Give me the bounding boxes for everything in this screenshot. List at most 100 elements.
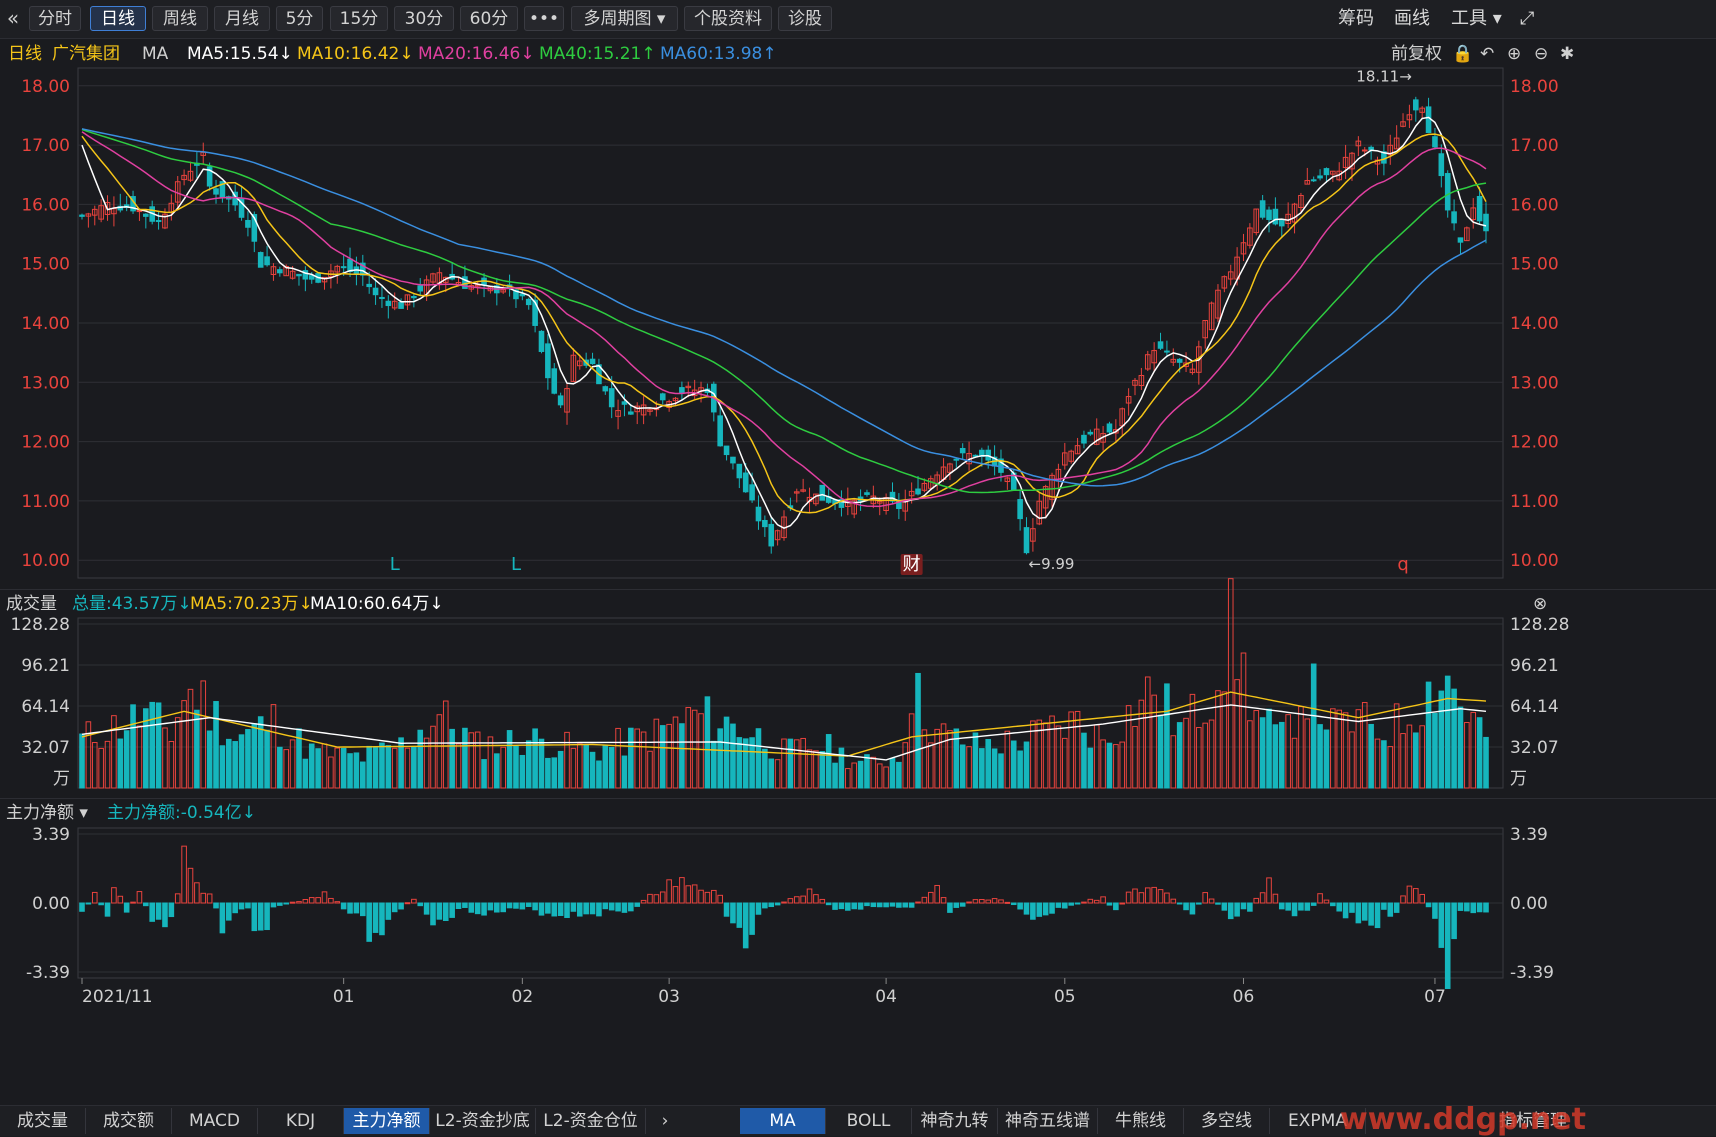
tab-daily[interactable]: 日线 xyxy=(90,6,146,31)
flow-bar xyxy=(1151,886,1157,904)
flow-bar xyxy=(194,882,200,904)
flow-bar xyxy=(1138,892,1145,904)
flow-bar xyxy=(130,901,136,904)
flow-bar xyxy=(1266,877,1272,904)
tab-long-short[interactable]: 多空线 xyxy=(1184,1108,1270,1134)
flow-bar xyxy=(1017,902,1023,910)
candle-body xyxy=(1138,375,1145,387)
tabs-next-icon[interactable]: › xyxy=(661,1111,669,1131)
candle-body xyxy=(723,445,730,456)
candle-body xyxy=(1425,106,1432,134)
flow-bar xyxy=(1381,902,1387,910)
volume-bar xyxy=(1272,724,1279,789)
close-volume-icon[interactable]: ⊗ xyxy=(1533,594,1548,614)
candle-body xyxy=(1176,358,1183,363)
flow-bar xyxy=(1464,902,1470,912)
candle-body xyxy=(1132,379,1138,386)
volume-bar xyxy=(647,750,653,789)
tools-dropdown[interactable]: 工具 ▾ xyxy=(1451,8,1502,29)
tab-magic-nine[interactable]: 神奇九转 xyxy=(912,1108,998,1134)
candle-body xyxy=(462,276,468,289)
candle-body xyxy=(264,256,270,266)
volume-title[interactable]: 成交量 xyxy=(6,594,57,614)
tab-turnover[interactable]: 成交额 xyxy=(86,1108,172,1134)
flow-title-dropdown[interactable]: 主力净额 ▾ xyxy=(6,803,88,823)
tab-kdj[interactable]: KDJ xyxy=(258,1108,344,1134)
volume-bar xyxy=(449,728,455,789)
tab-30min[interactable]: 30分 xyxy=(394,6,454,31)
tab-ma[interactable]: MA xyxy=(740,1108,826,1134)
tab-l2-bottom[interactable]: L2-资金抄底 xyxy=(430,1108,536,1134)
flow-bar xyxy=(583,902,589,915)
candle-body xyxy=(532,299,538,326)
ma60-line xyxy=(81,128,1487,487)
candle-body xyxy=(257,252,264,268)
stock-profile-button[interactable]: 个股资料 xyxy=(684,6,772,31)
ma20-line xyxy=(81,131,1487,508)
draw-button[interactable]: 画线 xyxy=(1394,8,1430,29)
volume-ma5: MA5:70.23万↓ xyxy=(190,594,313,614)
tab-fenshi[interactable]: 分时 xyxy=(29,6,81,31)
flow-bar xyxy=(832,902,838,910)
candle-body xyxy=(570,354,577,382)
tab-main-flow[interactable]: 主力净额 xyxy=(344,1108,430,1134)
volume-bar xyxy=(640,731,647,789)
volume-bar xyxy=(1355,709,1362,789)
flow-bar xyxy=(557,902,564,916)
volume-bar xyxy=(1106,742,1113,789)
tab-weekly[interactable]: 周线 xyxy=(152,6,208,31)
tab-60min[interactable]: 60分 xyxy=(460,6,518,31)
candle-body xyxy=(1157,341,1164,349)
tab-boll[interactable]: BOLL xyxy=(826,1108,912,1134)
zoom-in-icon[interactable]: ⊕ xyxy=(1507,44,1522,64)
undo-icon[interactable]: ↶ xyxy=(1480,44,1495,64)
tab-15min[interactable]: 15分 xyxy=(330,6,388,31)
more-periods-button[interactable]: ••• xyxy=(524,6,564,31)
volume-bar xyxy=(430,725,436,789)
volume-bar xyxy=(570,747,577,789)
flow-bar xyxy=(462,902,468,908)
volume-bar xyxy=(1253,710,1260,789)
tab-bull-bear[interactable]: 牛熊线 xyxy=(1098,1108,1184,1134)
tab-volume[interactable]: 成交量 xyxy=(0,1108,86,1134)
multi-period-dropdown[interactable]: 多周期图 ▾ xyxy=(571,6,678,31)
volume-bar xyxy=(551,757,558,789)
volume-bar xyxy=(360,761,366,789)
collapse-sidebar-icon[interactable]: « xyxy=(6,6,20,30)
flow-bar xyxy=(736,902,743,928)
kline-chart[interactable]: 18.00 18.00 17.00 17.00 16.00 16.00 15.00 15.00… xyxy=(0,0,1716,1105)
tab-macd[interactable]: MACD xyxy=(172,1108,258,1134)
flow-bar xyxy=(238,902,245,910)
indicator-name[interactable]: MA xyxy=(142,44,169,64)
diagnose-button[interactable]: 诊股 xyxy=(778,6,832,31)
fullscreen-icon[interactable]: ⤢ xyxy=(1520,8,1535,29)
flow-bar xyxy=(1457,902,1464,911)
tab-5min[interactable]: 5分 xyxy=(276,6,323,31)
volume-bar xyxy=(245,729,251,789)
tab-monthly[interactable]: 月线 xyxy=(214,6,270,31)
flow-bar xyxy=(934,884,940,904)
period-toolbar: « 分时 日线 周线 月线 5分 15分 30分 60分 ••• 多周期图 ▾ … xyxy=(0,0,1716,39)
tab-expma[interactable]: EXPMA xyxy=(1270,1108,1366,1134)
settings-icon[interactable]: ✱ xyxy=(1560,44,1575,64)
flow-bar xyxy=(1183,902,1189,911)
volume-bar xyxy=(1183,717,1189,789)
flow-bar xyxy=(162,902,168,928)
adjust-mode[interactable]: 前复权 xyxy=(1391,44,1442,64)
volume-bar xyxy=(889,757,896,789)
tab-l2-position[interactable]: L2-资金仓位 xyxy=(536,1108,646,1134)
flow-bar xyxy=(155,902,162,920)
volume-bar xyxy=(864,754,870,789)
tab-magic-five[interactable]: 神奇五线谱 xyxy=(998,1108,1098,1134)
tab-indicator-manage[interactable]: 指标管理 xyxy=(1499,1111,1567,1131)
lock-icon[interactable]: 🔒 xyxy=(1452,44,1474,64)
flow-bar xyxy=(915,901,921,904)
flow-bar xyxy=(98,902,104,906)
zoom-out-icon[interactable]: ⊖ xyxy=(1534,44,1549,64)
chips-button[interactable]: 筹码 xyxy=(1338,8,1374,29)
flow-bar xyxy=(245,902,251,909)
flow-bar xyxy=(104,902,111,917)
flow-bar xyxy=(781,901,787,904)
volume-bar xyxy=(315,748,321,789)
volume-bar xyxy=(366,745,372,789)
